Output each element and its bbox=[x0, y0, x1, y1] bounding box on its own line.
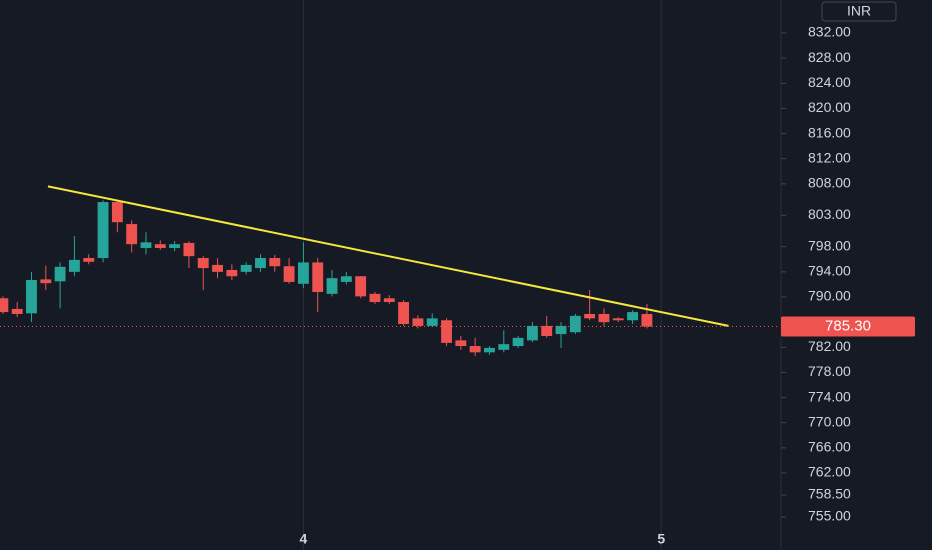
y-tick-label: 762.00 bbox=[808, 464, 851, 480]
candle-body bbox=[398, 302, 410, 325]
candle-body bbox=[498, 344, 510, 350]
candle-body bbox=[111, 202, 123, 223]
y-tick-label: 782.00 bbox=[808, 338, 851, 354]
y-tick-label: 766.00 bbox=[808, 439, 851, 455]
y-tick-label: 820.00 bbox=[808, 99, 851, 115]
candle-body bbox=[140, 242, 152, 248]
candle-body bbox=[598, 313, 610, 323]
candle-body bbox=[226, 269, 238, 277]
y-tick-label: 803.00 bbox=[808, 206, 851, 222]
price-axis: 4 5 832.00 828.00 824.00 820.00 816.00 812.00 80… bbox=[300, 24, 915, 547]
candle-body bbox=[641, 313, 653, 327]
last-price-label: 785.30 bbox=[825, 318, 871, 335]
y-tick-label: 770.00 bbox=[808, 413, 851, 429]
x-tick-label: 5 bbox=[657, 531, 665, 547]
candle-body bbox=[326, 278, 338, 294]
y-tick-label: 794.00 bbox=[808, 263, 851, 279]
candle-body bbox=[0, 298, 9, 313]
currency-label: INR bbox=[847, 3, 871, 19]
x-tick-label: 4 bbox=[300, 531, 308, 547]
candle-body bbox=[412, 318, 424, 326]
candle-body bbox=[297, 262, 309, 284]
candle-body bbox=[469, 346, 481, 353]
candle-body bbox=[569, 315, 581, 333]
candle-body bbox=[369, 293, 381, 303]
candle-body bbox=[97, 202, 109, 259]
y-tick-label: 798.00 bbox=[808, 237, 851, 253]
candle-body bbox=[240, 264, 252, 272]
candle-body bbox=[269, 258, 281, 267]
candle-body bbox=[584, 313, 596, 319]
y-tick-label: 808.00 bbox=[808, 175, 851, 191]
candle-body bbox=[197, 258, 209, 269]
candle-body bbox=[512, 337, 524, 347]
candle-body bbox=[526, 325, 538, 341]
plot bbox=[0, 185, 780, 357]
candle-body bbox=[40, 279, 52, 284]
last-price-badge bbox=[781, 316, 915, 337]
y-tick-label: 774.00 bbox=[808, 388, 851, 404]
y-tick-label: 816.00 bbox=[808, 124, 851, 140]
candle-body bbox=[255, 258, 266, 269]
candle-body bbox=[555, 325, 567, 335]
candle-body bbox=[383, 298, 395, 303]
candle-body bbox=[426, 318, 438, 326]
y-tick-label: 778.00 bbox=[808, 363, 851, 379]
candle-body bbox=[212, 264, 223, 272]
y-tick-label: 832.00 bbox=[808, 24, 851, 40]
candle-body bbox=[26, 280, 37, 314]
y-tick-label: 828.00 bbox=[808, 49, 851, 65]
trend-line bbox=[47, 185, 729, 327]
y-tick-label: 824.00 bbox=[808, 74, 851, 90]
candle-body bbox=[183, 242, 195, 257]
candle-body bbox=[455, 340, 467, 347]
candle-body bbox=[355, 276, 367, 297]
candle-body bbox=[11, 308, 23, 314]
candle-body bbox=[54, 266, 66, 282]
y-tick-label: 755.00 bbox=[808, 508, 851, 524]
candle-body bbox=[68, 259, 80, 272]
candle-body bbox=[83, 258, 95, 262]
candle-body bbox=[169, 244, 181, 248]
candle-body bbox=[283, 266, 295, 282]
candle-body bbox=[340, 276, 352, 282]
currency-badge[interactable] bbox=[821, 1, 897, 22]
candle-body bbox=[612, 318, 624, 321]
candle-body bbox=[627, 312, 639, 321]
candle-body bbox=[484, 347, 495, 353]
candle-body bbox=[126, 224, 138, 245]
y-tick-label: 812.00 bbox=[808, 149, 851, 165]
candle-body bbox=[154, 244, 166, 248]
y-tick-label: 790.00 bbox=[808, 288, 851, 304]
y-tick-label: 758.50 bbox=[808, 486, 851, 502]
candle-body bbox=[541, 325, 553, 336]
candle-body bbox=[312, 262, 324, 292]
candle-body bbox=[441, 320, 452, 343]
